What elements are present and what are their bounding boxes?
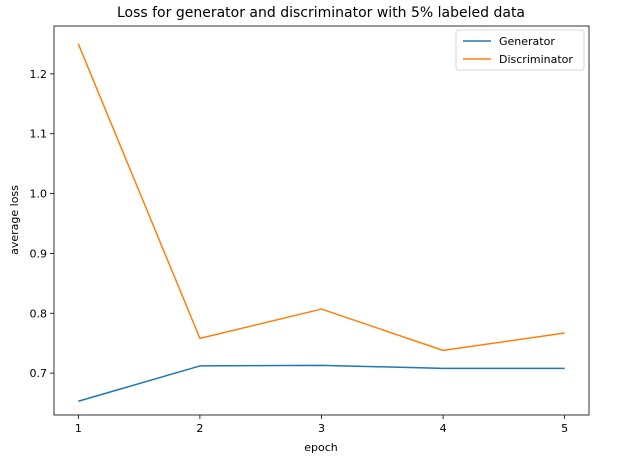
legend-label-generator: Generator — [499, 35, 555, 48]
y-tick-label: 0.7 — [30, 367, 48, 380]
y-tick-label: 1.2 — [30, 68, 48, 81]
series-line-discriminator — [77, 43, 565, 352]
x-tick-label: 2 — [196, 422, 203, 435]
series-line-generator — [78, 364, 565, 402]
legend-frame — [455, 29, 585, 71]
y-tick-label: 0.9 — [30, 247, 48, 260]
x-tick-label: 4 — [440, 422, 447, 435]
x-tick-label: 3 — [318, 422, 325, 435]
plot-frame — [53, 25, 590, 416]
x-tick-label: 1 — [75, 422, 82, 435]
legend-label-discriminator: Discriminator — [499, 53, 573, 66]
y-tick-label: 1.1 — [30, 128, 48, 141]
y-tick-label: 1.0 — [30, 188, 48, 201]
x-tick-label: 5 — [561, 422, 568, 435]
y-axis-label: average loss — [8, 185, 21, 255]
chart-title: Loss for generator and discriminator wit… — [117, 5, 525, 21]
series-layer — [77, 43, 565, 402]
y-tick-label: 0.8 — [30, 307, 48, 320]
y-axis: 0.7 0.8 0.9 1.0 1.1 1.2 — [30, 68, 54, 380]
legend: Generator Discriminator — [455, 29, 585, 71]
x-axis-label: epoch — [304, 441, 338, 454]
x-axis: 1 2 3 4 5 — [75, 415, 568, 435]
